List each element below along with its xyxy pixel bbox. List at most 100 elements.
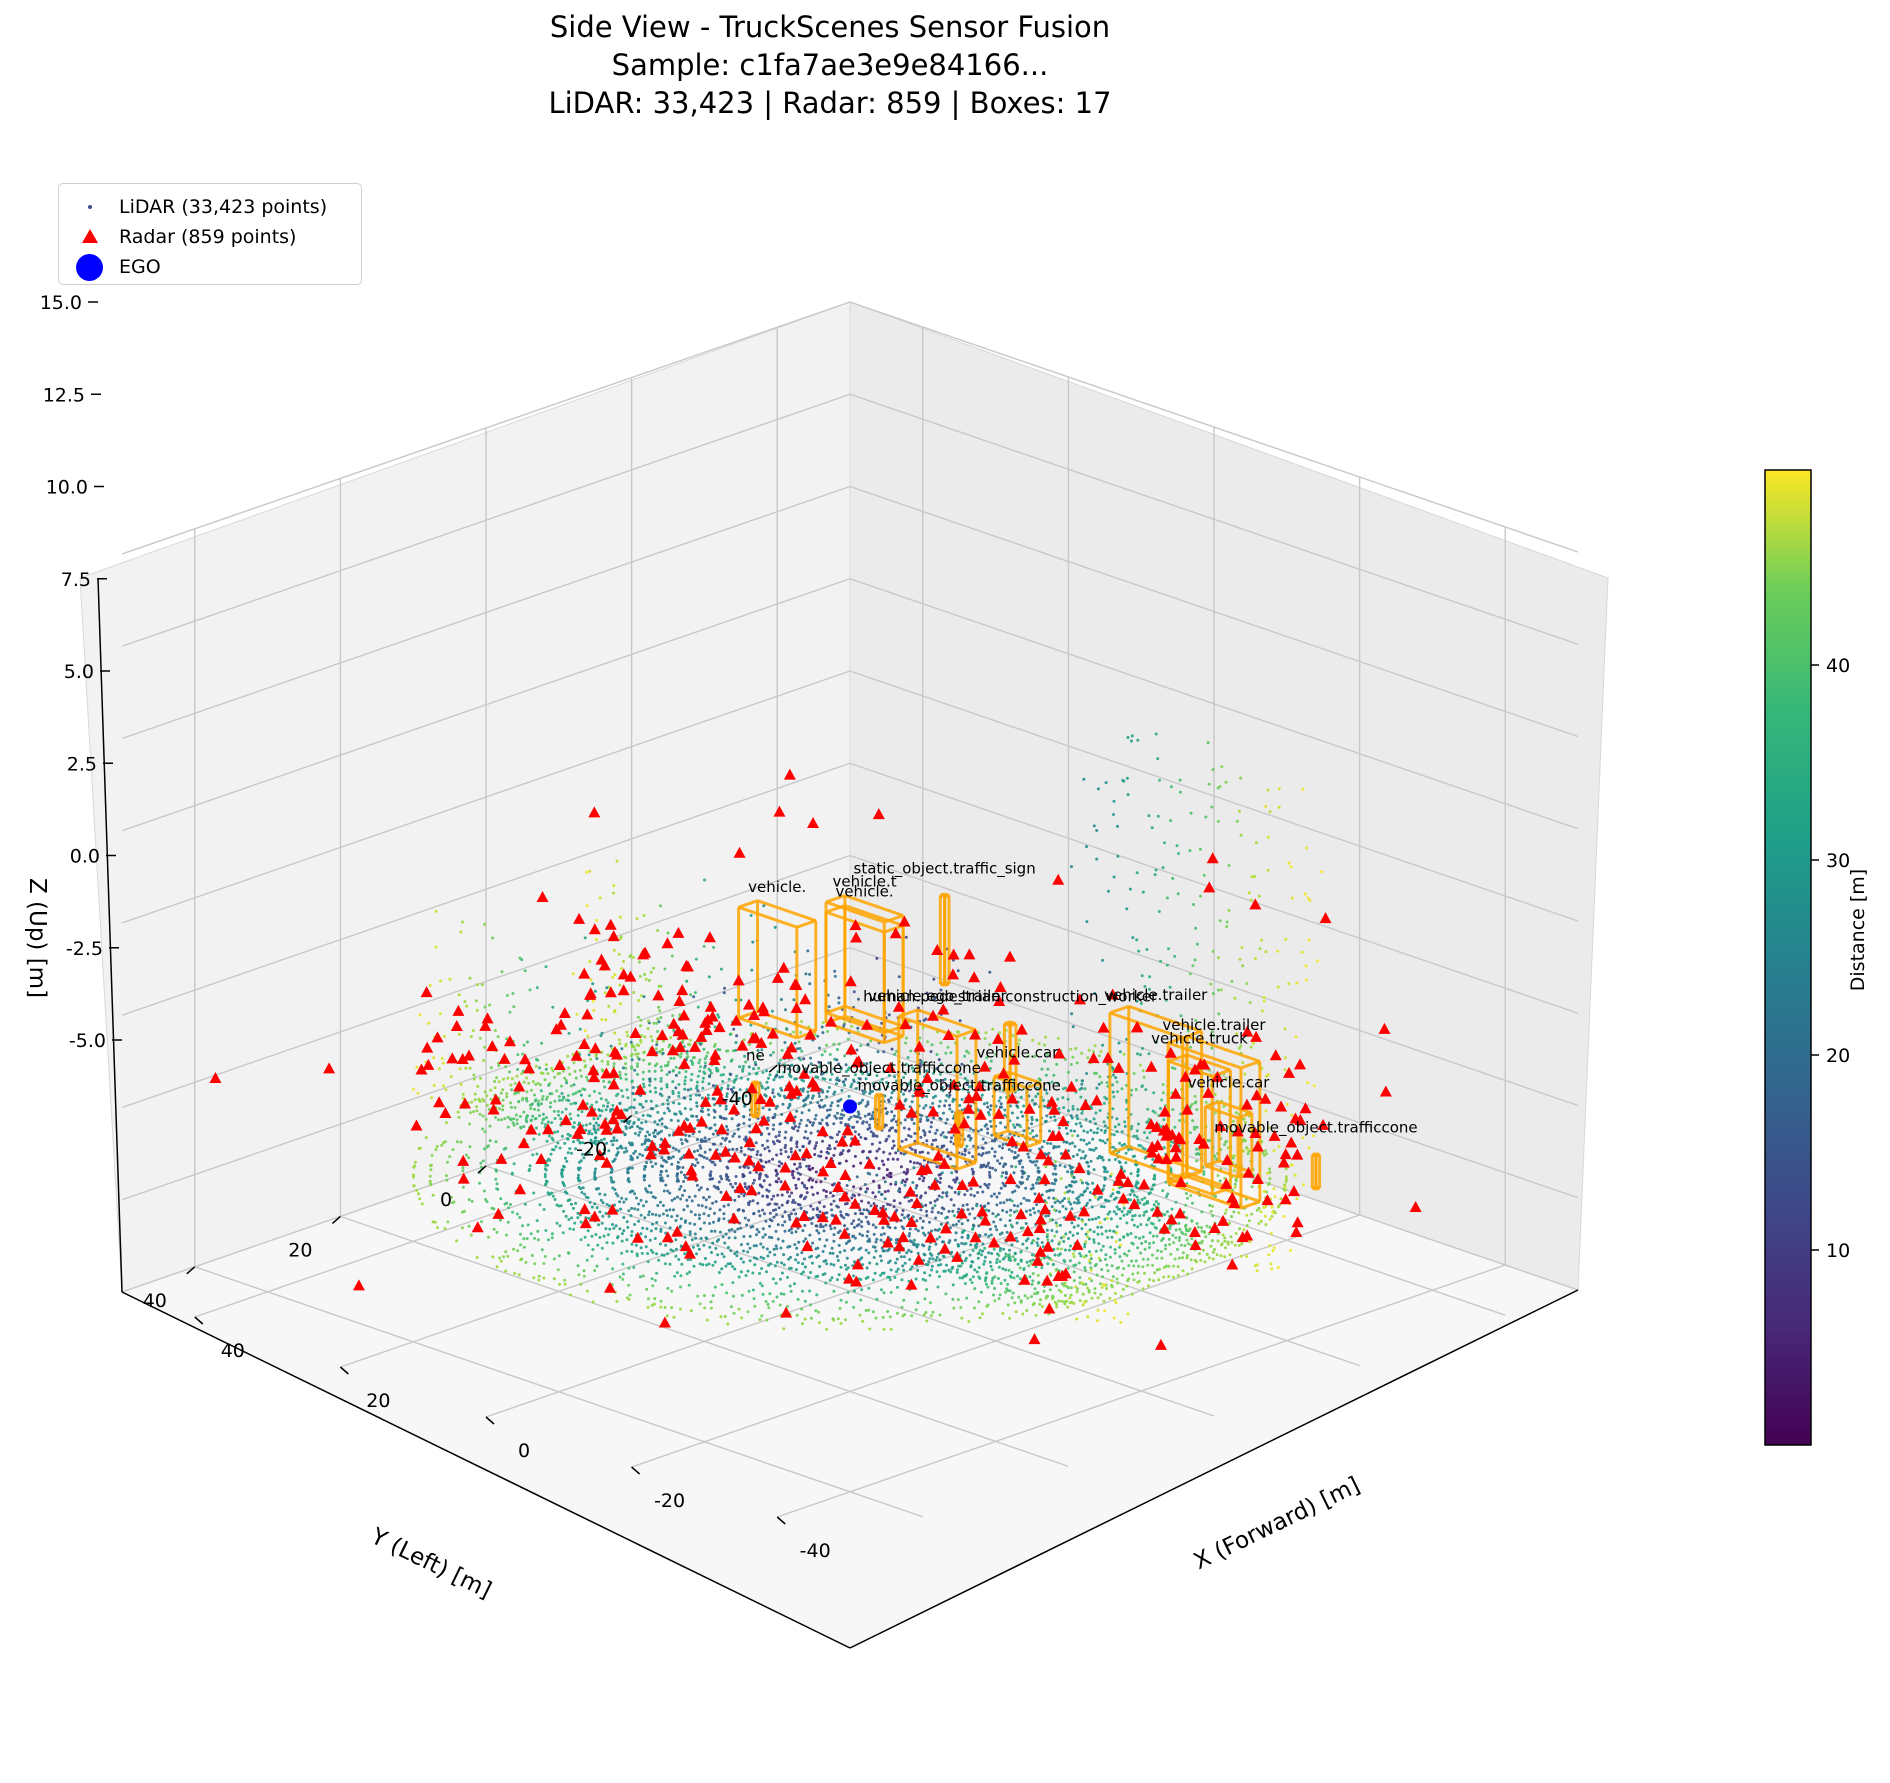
lidar-point (919, 1117, 923, 1121)
lidar-point (680, 1041, 684, 1044)
lidar-point (813, 1117, 817, 1121)
lidar-point (732, 1080, 736, 1084)
lidar-point (744, 1060, 748, 1064)
lidar-point (709, 1300, 713, 1304)
lidar-point (770, 1009, 774, 1013)
lidar-point (458, 1067, 462, 1071)
lidar-point (783, 1210, 787, 1214)
lidar-point (948, 1226, 952, 1230)
lidar-point (1009, 1104, 1012, 1108)
lidar-point (877, 1167, 881, 1170)
lidar-point (510, 1105, 513, 1109)
lidar-point (1046, 1238, 1050, 1242)
lidar-point (1092, 1230, 1096, 1234)
lidar-point (1075, 1061, 1079, 1065)
lidar-point (984, 1276, 988, 1280)
lidar-point (546, 1072, 550, 1076)
lidar-point (959, 1264, 963, 1268)
lidar-point (659, 1173, 663, 1177)
lidar-point (930, 1264, 934, 1268)
lidar-point (924, 1203, 928, 1207)
lidar-point (1047, 1081, 1051, 1085)
lidar-point (835, 1278, 839, 1282)
lidar-point (601, 1214, 605, 1218)
lidar-point (412, 1173, 415, 1177)
lidar-point (660, 1176, 664, 1180)
lidar-point (926, 1160, 930, 1164)
lidar-point (850, 1196, 854, 1200)
lidar-point (970, 1167, 974, 1171)
lidar-point (706, 1093, 710, 1097)
lidar-point (621, 1272, 625, 1276)
lidar-point (1087, 1237, 1091, 1241)
lidar-point (696, 1294, 700, 1298)
lidar-point (1027, 1174, 1030, 1178)
lidar-point (1237, 1211, 1241, 1215)
lidar-point (676, 1160, 680, 1164)
lidar-point (1017, 1160, 1021, 1163)
lidar-point (798, 1203, 802, 1207)
lidar-point (860, 1225, 864, 1229)
lidar-point (874, 1225, 878, 1229)
lidar-point (971, 1275, 975, 1279)
lidar-point (926, 997, 930, 1001)
lidar-point (990, 1252, 994, 1255)
lidar-point (832, 1263, 836, 1267)
lidar-point (873, 1271, 877, 1275)
lidar-point (821, 1250, 825, 1253)
lidar-point (647, 1184, 651, 1188)
lidar-point (1114, 1212, 1118, 1216)
lidar-point (667, 1060, 670, 1064)
lidar-point (1112, 1095, 1116, 1099)
lidar-point (803, 1185, 807, 1189)
lidar-point (1261, 1151, 1265, 1155)
lidar-point (742, 1235, 746, 1238)
lidar-point (711, 1241, 715, 1245)
lidar-point (990, 1279, 994, 1283)
lidar-point (844, 1300, 848, 1304)
lidar-point (770, 1219, 774, 1223)
lidar-point (965, 1144, 969, 1148)
lidar-point (699, 1236, 703, 1240)
lidar-point (658, 1092, 662, 1096)
lidar-point (1130, 1124, 1134, 1128)
lidar-point (625, 1108, 629, 1112)
lidar-point (1166, 1192, 1170, 1196)
lidar-point (675, 1271, 679, 1275)
lidar-point (776, 1070, 780, 1074)
lidar-point (690, 1238, 694, 1242)
lidar-point (1031, 1129, 1035, 1133)
lidar-point (1172, 1241, 1176, 1245)
lidar-point (596, 1243, 600, 1247)
lidar-point (669, 1056, 673, 1060)
lidar-point (1116, 1090, 1120, 1094)
lidar-point (753, 1263, 757, 1267)
lidar-point (1131, 1155, 1135, 1158)
lidar-point (430, 1153, 434, 1157)
lidar-point (677, 1149, 681, 1153)
lidar-point (907, 1248, 911, 1252)
lidar-point (1054, 1178, 1058, 1182)
lidar-point (689, 1059, 693, 1063)
lidar-point (556, 1130, 560, 1134)
lidar-point (1165, 1195, 1169, 1198)
lidar-point (1012, 1276, 1016, 1280)
lidar-point (718, 1159, 722, 1163)
lidar-point (614, 1224, 618, 1228)
lidar-point (1099, 1292, 1103, 1296)
lidar-point (790, 1231, 794, 1235)
lidar-point (736, 1208, 740, 1212)
lidar-point (522, 1237, 526, 1241)
lidar-point (1229, 1235, 1233, 1239)
lidar-point (598, 1235, 602, 1239)
lidar-point (560, 1110, 564, 1114)
lidar-point (591, 982, 595, 986)
lidar-point (699, 1186, 703, 1190)
lidar-point (1062, 1235, 1066, 1239)
lidar-point (1104, 1253, 1108, 1257)
lidar-point (660, 1068, 664, 1072)
lidar-point (444, 1121, 448, 1125)
lidar-point (684, 1070, 688, 1073)
lidar-point (852, 1080, 856, 1083)
lidar-point (1064, 1185, 1068, 1189)
